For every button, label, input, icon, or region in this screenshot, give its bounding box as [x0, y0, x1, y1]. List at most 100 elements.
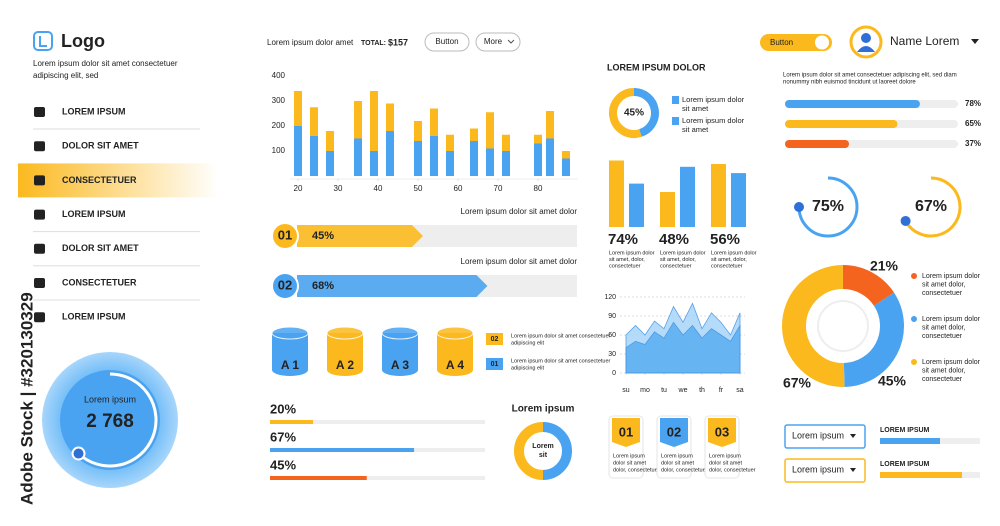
cylinder-label: A 4 [446, 358, 465, 372]
step-label: 45% [312, 230, 334, 242]
toggle[interactable] [760, 34, 832, 51]
step-caption: Lorem ipsum dolor sit amet dolor [461, 207, 578, 216]
legend-text: Lorem ipsum dolor [922, 273, 981, 280]
caption: sit amet, dolor, [609, 257, 645, 263]
badge-banner [708, 418, 736, 447]
dropdown-text[interactable]: Lorem ipsum [792, 430, 844, 440]
bar-track [270, 476, 485, 480]
donut-segment [843, 292, 904, 387]
step-number: 01 [278, 227, 292, 242]
dropdown-arrow [850, 468, 856, 472]
bar-fill [270, 420, 313, 424]
x-tick-label: 80 [534, 184, 543, 193]
bar-label: 67% [270, 429, 296, 444]
bar [711, 164, 726, 227]
legend-text: consectetuer [922, 290, 963, 297]
y-tick-label: 30 [608, 351, 616, 358]
legend-text: sit amet dolor, [922, 367, 966, 374]
user-menu-arrow[interactable] [971, 39, 979, 44]
bar-segment [430, 136, 438, 176]
ring-label: 67% [915, 198, 947, 215]
description: Lorem ipsum dolor sit amet consectetuer [33, 59, 178, 68]
progress-fill [785, 120, 898, 128]
legend-dot [911, 316, 917, 322]
legend-text: sit amet dolor, [922, 324, 966, 331]
legend-dot [911, 273, 917, 279]
y-tick-label: 100 [272, 146, 286, 155]
badge-text: dolor, consectetuer [709, 467, 756, 473]
step-bar [297, 225, 423, 247]
area [625, 321, 741, 374]
button-label[interactable]: More [484, 37, 503, 46]
menu-item[interactable]: LOREM IPSUM [62, 312, 126, 322]
badge-text: dolor sit amet [661, 460, 694, 466]
menu-icon [34, 141, 45, 152]
cylinder [272, 333, 308, 376]
bar-segment [502, 134, 510, 151]
bar-segment [562, 158, 570, 176]
legend-tag [486, 358, 503, 370]
bar-segment [486, 148, 494, 176]
badge-text: dolor sit amet [709, 460, 742, 466]
donut-segment [782, 265, 845, 387]
bar-segment [354, 138, 362, 176]
bar-segment [486, 112, 494, 149]
menu-item[interactable]: CONSECTETUER [62, 277, 137, 287]
menu-item[interactable]: LOREM IPSUM [62, 209, 126, 219]
menu-item[interactable]: CONSECTETUER [62, 175, 137, 185]
button[interactable] [424, 32, 470, 52]
step-circle [271, 272, 299, 300]
badge-number: 01 [619, 424, 633, 439]
cylinder-label: A 2 [336, 358, 355, 372]
dropdown[interactable] [784, 458, 866, 483]
x-tick-label: tu [661, 387, 667, 394]
caption: sit amet, dolor, [660, 257, 696, 263]
legend-text: sit amet [682, 104, 709, 113]
ring-label: 75% [812, 198, 844, 215]
bar-title: LOREM IPSUM [880, 461, 930, 468]
caption: consectetuer [711, 263, 743, 269]
step-number: 02 [278, 277, 292, 292]
badge-text: Lorem ipsum [613, 453, 645, 459]
dropdown-text[interactable]: Lorem ipsum [792, 464, 844, 474]
dial-label: Lorem ipsum [84, 394, 136, 404]
bar-segment [294, 91, 302, 126]
caption: consectetuer [609, 263, 641, 269]
menu-icon [34, 312, 45, 323]
badge-text: dolor, consectetuer [613, 467, 660, 473]
bar-segment [370, 151, 378, 176]
legend-text: adipiscing elit [511, 340, 544, 346]
active-highlight [18, 163, 218, 198]
step-circle [271, 222, 299, 250]
x-tick-label: th [699, 387, 705, 394]
menu-item[interactable]: DOLOR SIT AMET [62, 243, 139, 253]
cylinder-top [326, 326, 364, 340]
button[interactable] [475, 32, 521, 52]
dropdown[interactable] [784, 424, 866, 449]
donut-rest [609, 88, 642, 138]
menu-item[interactable]: LOREM IPSUM [62, 106, 126, 116]
description: adipiscing elit, sed [33, 71, 98, 80]
user-name: Name Lorem [890, 34, 959, 48]
toggle-label: Button [770, 38, 793, 47]
cylinder [327, 333, 363, 376]
x-tick-label: su [622, 387, 630, 394]
x-tick-label: 70 [494, 184, 503, 193]
paragraph: nonummy nibh euismod tincidunt ut laoree… [783, 80, 916, 86]
x-tick-label: 20 [294, 184, 303, 193]
x-tick-label: mo [640, 387, 650, 394]
dial-knob [71, 446, 86, 461]
menu-item[interactable]: DOLOR SIT AMET [62, 141, 139, 151]
bar-segment [502, 151, 510, 176]
button-label[interactable]: Button [435, 37, 458, 46]
bar-segment [310, 107, 318, 136]
dial-inner [60, 370, 160, 470]
segment-label: 21% [870, 258, 899, 274]
x-tick-label: 40 [374, 184, 383, 193]
caption: Lorem ipsum dolor [609, 250, 655, 256]
cylinder-top [381, 326, 419, 340]
bar-segment [354, 101, 362, 139]
bar [731, 173, 746, 227]
ring [797, 176, 859, 238]
